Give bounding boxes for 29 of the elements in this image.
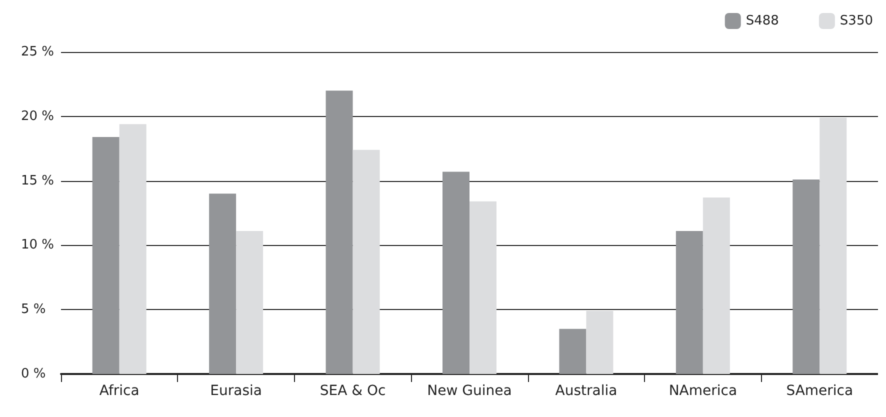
y-tick-label: 10 % bbox=[21, 238, 54, 253]
bar bbox=[470, 201, 496, 374]
y-tick-label: 20 % bbox=[21, 108, 54, 124]
bar bbox=[326, 90, 353, 374]
bar bbox=[209, 194, 236, 374]
bar bbox=[676, 231, 703, 374]
bar bbox=[442, 172, 470, 374]
bar bbox=[559, 328, 586, 374]
x-tick-label: SAmerica bbox=[786, 383, 854, 399]
y-tick-label: 25 % bbox=[21, 44, 54, 60]
y-tick-label: 5 % bbox=[21, 302, 46, 318]
bar bbox=[820, 118, 847, 374]
bar bbox=[352, 150, 380, 374]
x-tick-label: Eurasia bbox=[210, 383, 262, 399]
bar bbox=[119, 124, 146, 374]
x-tick-label: SEA & Oc bbox=[320, 383, 386, 399]
bar bbox=[792, 180, 820, 374]
bar bbox=[586, 310, 614, 374]
legend-label: S488 bbox=[746, 14, 779, 28]
x-tick-label: Africa bbox=[99, 383, 140, 399]
x-tick-label: NAmerica bbox=[668, 383, 738, 399]
x-tick-label: Australia bbox=[555, 383, 618, 399]
legend-label: S350 bbox=[840, 14, 874, 28]
bar bbox=[236, 231, 264, 374]
y-tick-label: 15 % bbox=[21, 173, 54, 188]
bar bbox=[92, 137, 120, 374]
x-tick-label: New Guinea bbox=[427, 383, 512, 399]
bar bbox=[702, 198, 730, 374]
y-tick-label: 0 % bbox=[21, 366, 46, 382]
